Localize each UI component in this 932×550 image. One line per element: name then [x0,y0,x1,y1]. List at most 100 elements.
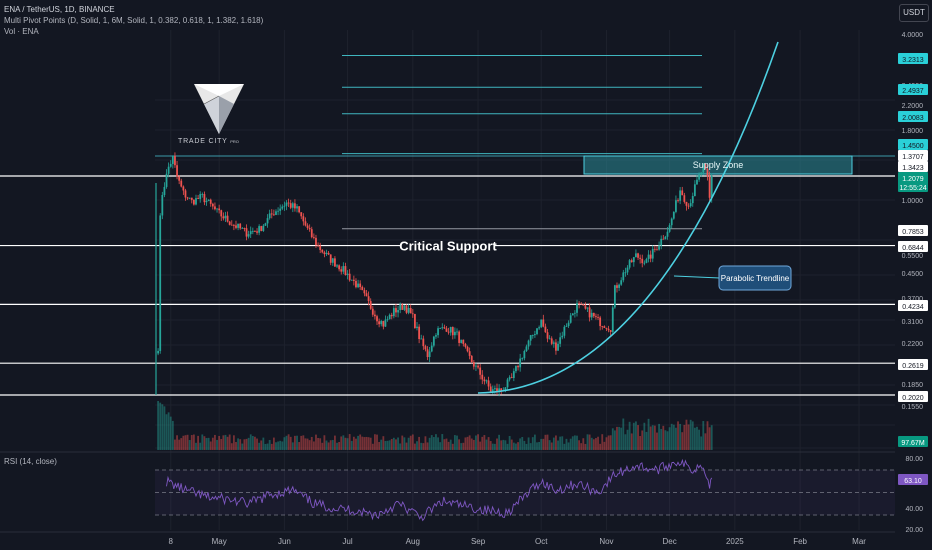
candle-body [346,273,349,275]
candle-body [559,337,562,344]
volume-bar [679,423,682,450]
volume-bar [188,440,191,450]
annotations: Critical Support Supply Zone Parabolic Tre… [399,160,792,291]
volume-bar [681,432,684,450]
time-axis[interactable]: 8 May Jun Jul Aug Sep Oct Nov Dec 2025 Feb Mar [0,531,895,550]
volume-bar [683,424,686,450]
candle-body [209,199,212,204]
volume-bar [401,435,404,450]
candle-body [613,285,616,308]
volume-bar [662,425,665,450]
price-label-text: 97.67M [901,440,925,447]
candle-body [388,314,391,320]
candle-body [249,231,252,235]
candle-body [435,335,437,337]
volume-bar [571,436,574,450]
volume-bar [569,438,572,450]
horizontal-levels [0,55,895,396]
volume-bar [268,439,271,450]
candle-body [224,215,227,219]
volume-bar [256,438,258,450]
candle-body [643,262,646,264]
price-tick-label: 0.3100 [902,319,924,326]
candle-body [487,380,490,387]
volume-bar [281,441,284,450]
price-tick-label: 0.4500 [902,271,924,278]
candle-body [632,257,635,263]
candle-body [298,206,301,213]
volume-bar [472,439,475,450]
price-label-badge [898,436,928,447]
volume-bar [616,426,618,450]
currency-button[interactable]: USDT [899,4,929,22]
volume-bar [628,421,631,450]
candle-body [207,199,210,201]
volume-bar [578,440,580,450]
volume-bar [302,435,305,450]
volume-bars [157,401,713,450]
volume-bar [275,442,277,450]
candle-body [312,237,315,238]
candle-body [220,210,223,217]
volume-bar [519,438,522,450]
candle-body [327,252,330,255]
volume-bar [308,440,311,450]
volume-bar [552,437,555,450]
volume-bar [405,442,408,450]
volume-bar [348,434,351,450]
volume-legend[interactable]: Vol · ENA [4,27,39,36]
volume-bar [390,438,393,450]
volume-bar [310,436,313,450]
volume-bar [317,437,319,450]
volume-bar [228,434,231,450]
volume-bar [618,426,620,450]
candle-body [344,266,347,275]
price-label-text: 1.2079 [902,176,924,183]
candle-body [449,327,452,333]
price-axis[interactable]: 4.00002.40002.20002.00001.80001.00000.80… [895,0,932,550]
volume-bar [209,441,212,450]
candle-body [357,283,359,288]
candle-body [363,290,366,294]
volume-bar [548,440,551,450]
volume-bar [270,443,273,450]
volume-bar [536,442,538,450]
candle-body [338,265,341,270]
volume-bar [580,443,583,450]
symbol-title[interactable]: ENA / TetherUS, 1D, BINANCE [4,5,115,14]
candle-body [451,327,454,336]
volume-bar [376,434,378,450]
price-label-badge [898,172,928,183]
candle-body [683,195,686,202]
time-tick-label: Dec [662,537,676,546]
candle-body [422,338,425,347]
candle-body [272,214,275,216]
price-label-text: 0.2020 [902,395,924,402]
candle-body [582,304,585,306]
candle-body [157,350,160,354]
candle-body [416,326,418,329]
volume-bar [262,437,265,450]
candle-body [392,308,395,317]
candle-body [336,265,338,267]
volume-bar [371,443,374,450]
candle-body [510,377,513,378]
volume-bar [432,437,435,450]
candle-body [411,313,414,315]
indicator-legend[interactable]: Multi Pivot Points (D, Solid, 1, 6M, Sol… [4,16,264,25]
candle-body [308,227,311,230]
price-label-badge [898,111,928,122]
volume-bar [624,434,627,450]
candle-body [675,200,677,212]
candle-body [515,365,517,372]
volume-bar [205,438,208,450]
volume-bar [464,437,467,450]
volume-bar [466,436,469,450]
price-tick-label: 4.0000 [902,32,924,39]
candle-body [493,388,496,390]
volume-bar [388,440,391,450]
volume-bar [510,439,513,450]
candle-body [161,194,164,216]
volume-bar [483,435,486,450]
